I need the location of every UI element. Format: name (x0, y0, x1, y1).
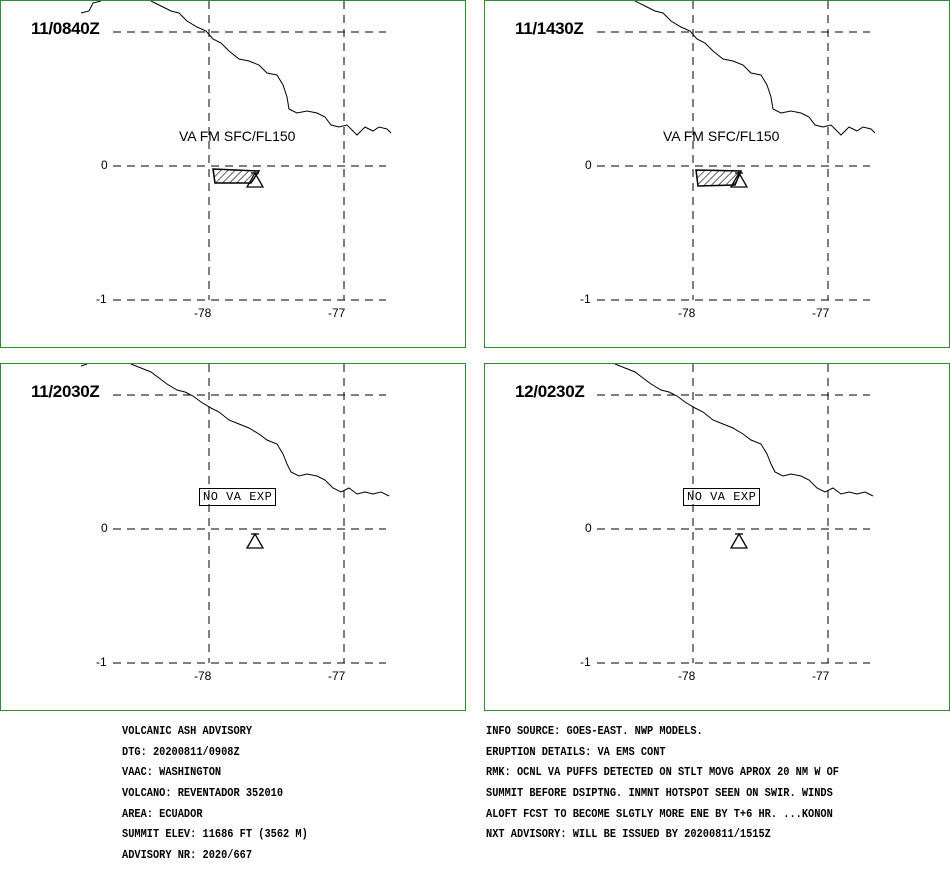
lat-tick-minus1: -1 (96, 655, 107, 669)
lat-tick-0: 0 (585, 521, 592, 535)
volcano-icon (245, 171, 265, 188)
lat-tick-minus1: -1 (580, 655, 591, 669)
lon-tick-minus78: -78 (678, 669, 696, 683)
lat-tick-0: 0 (101, 158, 108, 172)
ash-area (212, 168, 261, 184)
lat-tick-minus1: -1 (580, 292, 591, 306)
volcano-icon (729, 171, 749, 188)
coastline (634, 1, 876, 136)
forecast-panel-4: 12/0230Z NO VA EXP 0 -1 -78 -77 (484, 363, 950, 711)
coastline (80, 1, 102, 14)
lon-tick-minus78: -78 (194, 669, 212, 683)
lat-tick-0: 0 (585, 158, 592, 172)
advisory-line: INFO SOURCE: GOES-EAST. NWP MODELS. (486, 724, 703, 739)
forecast-panel-2: 11/1430Z VA FM SFC/FL150 0 -1 -78 -77 (484, 0, 950, 348)
volcano-icon (729, 532, 749, 549)
lon-tick-minus78: -78 (194, 306, 212, 320)
map-graphic (80, 364, 390, 664)
coastline (614, 364, 874, 497)
advisory-line: DTG: 20200811/0908Z (122, 744, 240, 759)
map-graphic (80, 1, 392, 301)
advisory-line: ERUPTION DETAILS: VA EMS CONT (486, 744, 666, 759)
no-ash-label: NO VA EXP (199, 488, 277, 506)
advisory-line: SUMMIT BEFORE DSIPTNG. INMNT HOTSPOT SEE… (486, 786, 833, 801)
lon-tick-minus77: -77 (328, 669, 346, 683)
coastline (130, 364, 390, 497)
map-graphic (597, 1, 876, 301)
lat-tick-0: 0 (101, 521, 108, 535)
advisory-line: RMK: OCNL VA PUFFS DETECTED ON STLT MOVG… (486, 765, 840, 780)
timestamp: 12/0230Z (515, 382, 585, 401)
advisory-line: VAAC: WASHINGTON (122, 765, 222, 780)
coastline (150, 1, 392, 136)
advisory-line: VOLCANO: REVENTADOR 352010 (122, 786, 284, 801)
advisory-line: ADVISORY NR: 2020/667 (122, 847, 253, 862)
advisory-line: VOLCANIC ASH ADVISORY (122, 724, 253, 739)
ash-label: VA FM SFC/FL150 (663, 128, 780, 144)
lon-tick-minus77: -77 (812, 306, 830, 320)
forecast-panel-3: 11/2030Z NO VA EXP 0 -1 -78 -77 (0, 363, 466, 711)
volcano-icon (245, 532, 265, 549)
lat-tick-minus1: -1 (96, 292, 107, 306)
lon-tick-minus77: -77 (812, 669, 830, 683)
ash-area (695, 169, 743, 187)
advisory-line: SUMMIT ELEV: 11686 FT (3562 M) (122, 827, 308, 842)
coastline (80, 364, 88, 367)
forecast-panel-1: 11/0840Z VA FM SFC/FL150 0 -1 -78 -77 (0, 0, 466, 348)
advisory-header: VOLCANIC ASH ADVISORY DTG: 20200811/0908… (122, 716, 308, 870)
ash-label: VA FM SFC/FL150 (179, 128, 296, 144)
advisory-line: NXT ADVISORY: WILL BE ISSUED BY 20200811… (486, 827, 771, 842)
advisory-details: INFO SOURCE: GOES-EAST. NWP MODELS. ERUP… (486, 716, 839, 850)
advisory-line: AREA: ECUADOR (122, 806, 203, 821)
timestamp: 11/1430Z (515, 19, 584, 38)
timestamp: 11/2030Z (31, 382, 100, 401)
timestamp: 11/0840Z (31, 19, 100, 38)
lon-tick-minus78: -78 (678, 306, 696, 320)
no-ash-label: NO VA EXP (683, 488, 761, 506)
advisory-line: ALOFT FCST TO BECOME SLGTLY MORE ENE BY … (486, 806, 833, 821)
lon-tick-minus77: -77 (328, 306, 346, 320)
map-graphic (597, 364, 874, 664)
